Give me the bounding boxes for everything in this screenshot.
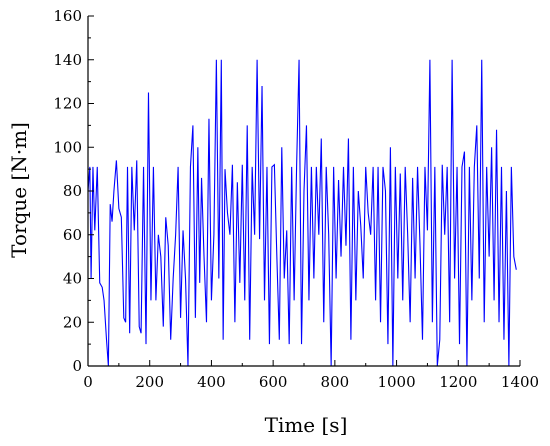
y-tick-label: 140 [53,51,82,69]
y-tick-label: 40 [63,270,82,288]
x-tick-label: 200 [135,373,164,391]
ticks-layer: 0 200 400 600 800 1000 1200 1400 0 20 40 60 80 100 120… [53,7,539,391]
x-tick-label: 1200 [439,373,477,391]
x-tick-label: 400 [197,373,226,391]
series-layer [87,59,517,367]
x-tick-label: 0 [83,373,93,391]
y-tick-label: 100 [53,138,82,156]
labels-layer: Time [s] Torque [N·m] [7,122,347,437]
torque-series-line [87,59,517,367]
y-tick-label: 20 [63,313,82,331]
y-tick-label: 0 [72,357,82,375]
x-axis-title: Time [s] [265,413,348,437]
x-tick-label: 600 [259,373,288,391]
y-tick-label: 60 [63,226,82,244]
x-tick-label: 1000 [377,373,415,391]
y-tick-label: 120 [53,95,82,113]
y-axis-title: Torque [N·m] [7,122,31,258]
y-tick-label: 160 [53,7,82,25]
y-tick-label: 80 [63,182,82,200]
x-tick-label: 1400 [501,373,539,391]
x-tick-label: 800 [321,373,350,391]
